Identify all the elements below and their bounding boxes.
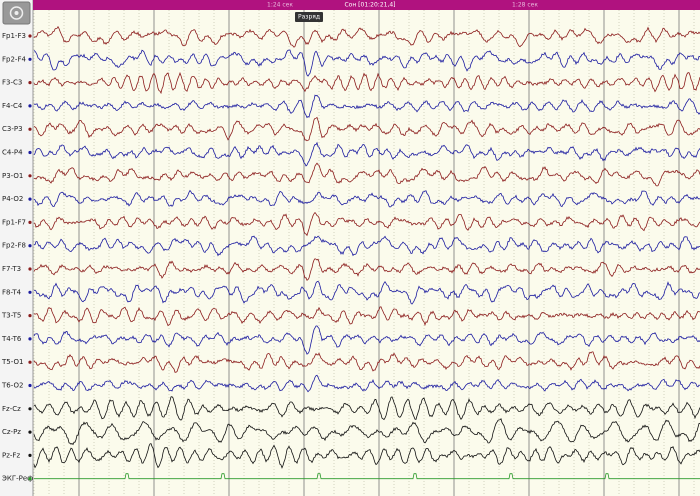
event-marker[interactable] — [295, 12, 323, 22]
eeg-trace — [33, 306, 700, 327]
channel-label[interactable]: C3-P3 — [2, 125, 23, 133]
channel-labels: Fp1-F3 Fp2-F4 F3-C3 F4-C4 C3-P3 C4-P4 P3-O1 P4-… — [1, 32, 33, 483]
channel-label[interactable]: F7-T3 — [2, 265, 21, 273]
channel-dot — [28, 244, 32, 248]
channel-label[interactable]: T3-T5 — [1, 312, 21, 320]
channel-dot — [28, 174, 32, 178]
time-label: 1:28 сек — [512, 2, 538, 9]
channel-dot — [28, 290, 32, 294]
eeg-trace — [33, 235, 700, 257]
channel-label[interactable]: Cz-Pz — [2, 428, 21, 436]
channel-dot — [28, 57, 32, 61]
eeg-trace — [33, 211, 700, 237]
eeg-trace — [33, 374, 700, 393]
eeg-trace — [33, 116, 700, 142]
channel-dot — [28, 477, 32, 481]
sleep-state: Сон [01:20:21,4] — [344, 2, 395, 9]
eeg-trace — [33, 25, 700, 48]
channel-label[interactable]: P3-O1 — [2, 172, 23, 180]
channel-label[interactable]: F4-C4 — [2, 102, 23, 110]
eeg-trace — [33, 396, 700, 421]
channel-dot — [28, 337, 32, 341]
grid — [33, 10, 695, 496]
channel-dot — [28, 267, 32, 271]
time-label: 1:24 сек — [267, 2, 293, 9]
channel-dot — [28, 430, 32, 434]
time-bar — [33, 0, 700, 10]
eeg-trace — [33, 94, 700, 119]
eeg-trace — [33, 351, 700, 373]
eeg-trace — [33, 325, 700, 355]
channel-dot — [28, 197, 32, 201]
channel-label[interactable]: T6-O2 — [1, 382, 23, 390]
eeg-trace — [33, 443, 700, 469]
eeg-trace — [33, 141, 700, 167]
channel-label[interactable]: Fp2-F8 — [2, 242, 26, 250]
channel-label[interactable]: C4-P4 — [2, 149, 23, 157]
channel-label[interactable]: F3-C3 — [2, 79, 22, 87]
eeg-trace — [34, 473, 700, 480]
channel-dot — [28, 360, 32, 364]
channel-label[interactable]: Pz-Fz — [2, 451, 20, 459]
eeg-trace — [33, 71, 700, 95]
eeg-trace — [33, 418, 700, 446]
eeg-trace — [33, 258, 700, 281]
channel-dot — [28, 407, 32, 411]
channel-label[interactable]: T5-O1 — [1, 358, 23, 366]
eeg-trace — [33, 189, 700, 208]
channel-label[interactable]: Fp2-F4 — [2, 55, 26, 63]
channel-dot — [28, 314, 32, 318]
channel-dot — [28, 220, 32, 224]
traces — [33, 25, 700, 480]
channel-dot — [28, 127, 32, 131]
menu-icon — [14, 11, 19, 15]
channel-dot — [28, 383, 32, 388]
channel-dot — [28, 104, 32, 108]
eeg-trace — [33, 49, 700, 77]
event-label[interactable]: Разряд — [298, 14, 320, 21]
channel-label[interactable]: Fp1-F3 — [2, 32, 26, 40]
channel-panel — [0, 0, 33, 496]
channel-label[interactable]: T4-T6 — [1, 335, 22, 343]
channel-dot — [28, 150, 32, 155]
channel-label[interactable]: P4-O2 — [2, 195, 23, 203]
channel-dot — [28, 34, 32, 38]
channel-dot — [28, 453, 32, 457]
channel-label[interactable]: Fp1-F7 — [2, 218, 26, 226]
channel-dot — [28, 81, 32, 85]
channel-label[interactable]: F8-T4 — [2, 288, 22, 296]
eeg-trace — [33, 280, 700, 305]
channel-label[interactable]: ЭКГ-Реф — [2, 475, 33, 483]
channel-label[interactable]: Fz-Cz — [2, 405, 21, 413]
menu-icon — [9, 6, 24, 20]
eeg-trace — [33, 162, 700, 187]
